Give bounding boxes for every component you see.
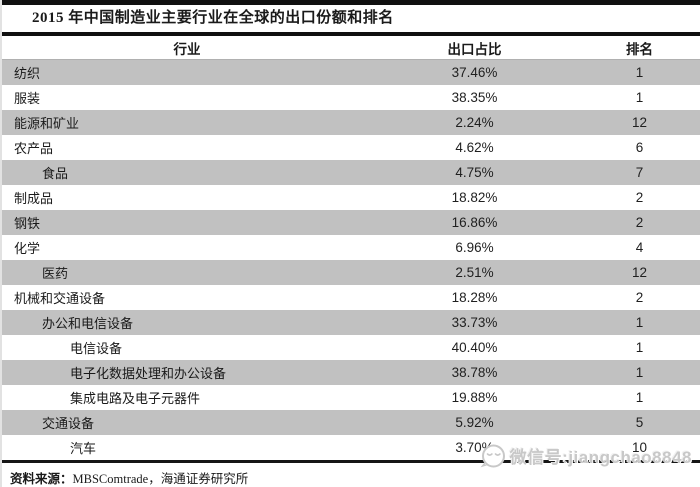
industry-cell: 电信设备 (70, 341, 123, 356)
table-row: 办公和电信设备 33.73% 1 (2, 310, 700, 335)
rank-cell: 2 (635, 215, 644, 230)
rank-cell: 4 (635, 240, 644, 255)
header-industry: 行业 (2, 36, 372, 60)
industry-cell: 纺织 (14, 66, 41, 81)
table-row: 集成电路及电子元器件 19.88% 1 (2, 385, 700, 410)
export-share-cell: 37.46% (451, 65, 498, 80)
rank-cell: 1 (635, 65, 644, 80)
table-row: 纺织 37.46% 1 (2, 59, 700, 85)
rank-cell: 2 (635, 190, 644, 205)
industry-cell: 食品 (42, 166, 69, 181)
rank-cell: 1 (635, 365, 644, 380)
source-text: MBSComtrade，海通证券研究所 (72, 472, 249, 486)
industry-cell: 办公和电信设备 (42, 316, 134, 331)
industry-cell: 医药 (42, 266, 69, 281)
industry-cell: 能源和矿业 (14, 116, 80, 131)
table-row: 制成品 18.82% 2 (2, 185, 700, 210)
industry-cell: 化学 (14, 241, 41, 256)
export-share-cell: 18.28% (451, 290, 498, 305)
table-row: 电信设备 40.40% 1 (2, 335, 700, 360)
export-share-cell: 4.75% (455, 165, 494, 180)
export-share-cell: 19.88% (451, 390, 498, 405)
rank-cell: 7 (635, 165, 644, 180)
industry-cell: 制成品 (14, 191, 54, 206)
table-row: 交通设备 5.92% 5 (2, 410, 700, 435)
industry-cell: 交通设备 (42, 416, 95, 431)
industry-cell: 电子化数据处理和办公设备 (70, 366, 227, 381)
watermark: 微信号:jiangchao8848 (480, 442, 692, 469)
wechat-face-icon (480, 444, 505, 468)
rank-cell: 2 (635, 290, 644, 305)
table-row: 机械和交通设备 18.28% 2 (2, 285, 700, 310)
table-row: 医药 2.51% 12 (2, 260, 700, 285)
table-row: 食品 4.75% 7 (2, 160, 700, 185)
export-share-cell: 38.35% (451, 90, 498, 105)
export-share-cell: 5.92% (455, 415, 494, 430)
rank-cell: 1 (635, 340, 644, 355)
rank-cell: 1 (635, 390, 644, 405)
export-share-cell: 2.24% (455, 115, 494, 130)
table-row: 能源和矿业 2.24% 12 (2, 110, 700, 135)
export-share-cell: 18.82% (451, 190, 498, 205)
rank-cell: 6 (635, 140, 644, 155)
export-share-cell: 2.51% (455, 265, 494, 280)
rank-cell: 1 (635, 315, 644, 330)
industry-cell: 钢铁 (14, 216, 41, 231)
table-row: 化学 6.96% 4 (2, 235, 700, 260)
table-row: 农产品 4.62% 6 (2, 135, 700, 160)
page-title: 2015 年中国制造业主要行业在全球的出口份额和排名 (32, 10, 394, 26)
table-body: 纺织 37.46% 1 服装 38.35% 1 能源和矿业 2.24% 12 农产品 4.62% 6 食… (2, 59, 700, 461)
export-share-cell: 33.73% (451, 315, 498, 330)
rank-cell: 1 (635, 90, 644, 105)
rank-cell: 5 (635, 415, 644, 430)
source-note: 资料来源：MBSComtrade，海通证券研究所 (2, 463, 700, 487)
bottom-rule (2, 460, 700, 463)
header-export-share: 出口占比 (372, 36, 577, 60)
export-share-table: 行业 出口占比 排名 纺织 37.46% 1 服装 38.35% 1 能源和矿业 2.24% 1… (2, 36, 700, 460)
export-share-cell: 38.78% (451, 365, 498, 380)
industry-cell: 汽车 (70, 441, 97, 456)
export-share-cell: 6.96% (455, 240, 494, 255)
title-underline-rule (2, 32, 700, 36)
export-share-cell: 16.86% (451, 215, 498, 230)
export-share-cell: 4.62% (455, 140, 494, 155)
table-row: 服装 38.35% 1 (2, 85, 700, 110)
rank-cell: 12 (631, 115, 648, 130)
table-header: 行业 出口占比 排名 (2, 36, 700, 60)
table-row: 电子化数据处理和办公设备 38.78% 1 (2, 360, 700, 385)
rank-cell: 10 (631, 440, 648, 455)
export-share-cell: 40.40% (451, 340, 498, 355)
table-row: 钢铁 16.86% 2 (2, 210, 700, 235)
industry-cell: 集成电路及电子元器件 (70, 391, 201, 406)
header-row: 行业 出口占比 排名 (2, 36, 700, 60)
industry-cell: 机械和交通设备 (14, 291, 106, 306)
rank-cell: 12 (631, 265, 648, 280)
industry-cell: 农产品 (14, 141, 54, 156)
industry-cell: 服装 (14, 91, 41, 106)
top-rule (2, 0, 700, 5)
watermark-text: 微信号:jiangchao8848 (509, 448, 692, 467)
source-label: 资料来源： (10, 472, 73, 486)
header-rank: 排名 (577, 36, 700, 60)
